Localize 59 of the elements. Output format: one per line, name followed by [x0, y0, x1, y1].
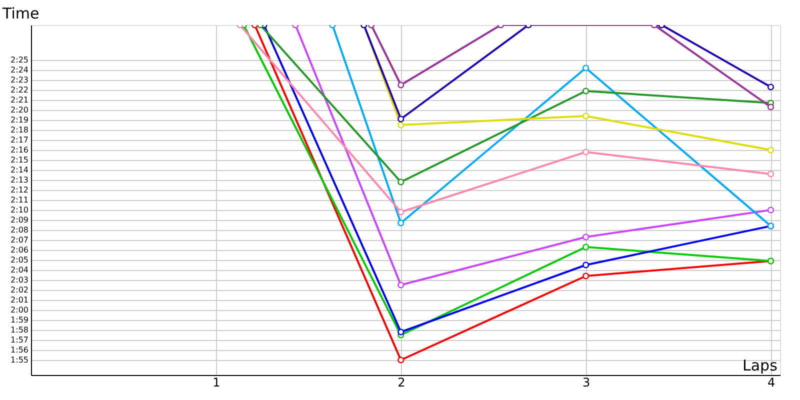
point: [398, 356, 404, 364]
y-tick-label: 2:17: [10, 136, 28, 144]
point: [767, 146, 774, 154]
point: [767, 206, 774, 214]
point: [767, 84, 774, 90]
point: [398, 208, 404, 216]
y-tick-label: 1:57: [10, 336, 28, 344]
point: [398, 178, 404, 186]
point: [582, 112, 590, 120]
y-tick-label: 2:20: [10, 106, 28, 114]
x-tick-label: 4: [767, 376, 776, 390]
y-tick-label: 2:12: [10, 186, 28, 194]
y-tick-label: 2:00: [10, 306, 28, 314]
point: [767, 104, 774, 110]
y-tick-label: 2:23: [10, 76, 28, 84]
x-axis-title: Laps: [742, 356, 778, 374]
y-tick-label: 2:22: [10, 86, 28, 94]
y-axis-title: Time: [2, 4, 40, 22]
y-tick-label: 2:02: [10, 286, 28, 294]
point: [582, 272, 590, 280]
y-tick-label: 2:09: [10, 216, 28, 224]
point: [398, 328, 404, 336]
y-tick-label: 2:06: [10, 246, 28, 254]
y-tick-label: 1:59: [10, 316, 28, 324]
point: [398, 122, 404, 128]
y-tick-label: 2:15: [10, 156, 28, 164]
point: [582, 64, 590, 72]
x-tick-label: 1: [212, 376, 220, 390]
point: [398, 220, 404, 226]
point: [767, 170, 774, 178]
y-tick-label: 2:05: [10, 256, 28, 264]
y-tick-label: 2:08: [10, 226, 28, 234]
point: [582, 148, 590, 156]
point: [398, 116, 404, 122]
point: [398, 282, 404, 288]
x-tick-label: 2: [398, 376, 406, 390]
y-tick-label: 2:11: [10, 196, 28, 204]
y-tick-label: 2:18: [10, 126, 28, 134]
y-tick-label: 2:03: [10, 276, 28, 284]
y-tick-label: 1:56: [10, 346, 28, 354]
y-tick-label: 2:04: [10, 266, 28, 274]
point: [582, 244, 590, 250]
y-tick-label: 2:25: [10, 56, 28, 64]
y-tick-label: 2:07: [10, 236, 28, 244]
y-tick-label: 2:16: [10, 146, 28, 154]
point: [582, 262, 590, 268]
y-tick-label: 2:19: [10, 116, 28, 124]
y-tick-label: 2:13: [10, 176, 28, 184]
y-tick-label: 2:21: [10, 96, 28, 104]
y-tick-label: 1:58: [10, 326, 28, 334]
point: [398, 82, 404, 88]
point: [582, 88, 590, 94]
y-tick-label: 2:10: [10, 206, 28, 214]
y-tick-label: 2:01: [10, 296, 28, 304]
y-tick-label: 1:55: [10, 356, 28, 364]
y-tick-label: 2:24: [10, 66, 28, 74]
point: [582, 234, 590, 240]
x-tick-label: 3: [582, 376, 590, 390]
y-tick-label: 2:14: [10, 166, 28, 174]
